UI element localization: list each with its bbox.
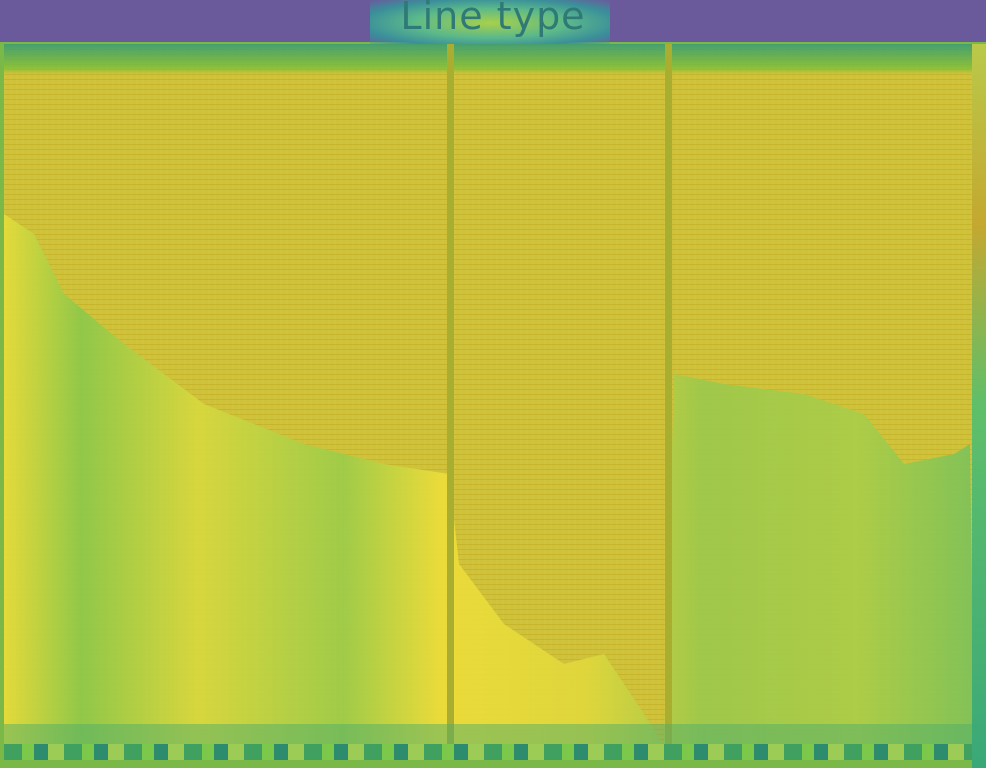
bottom-glow — [4, 724, 974, 746]
header-band — [4, 44, 974, 74]
scrollbar — [972, 44, 986, 768]
status-strip — [4, 744, 974, 760]
title: Line type — [400, 0, 586, 38]
lower-region — [4, 214, 974, 746]
title-glow — [370, 0, 610, 46]
divider — [447, 44, 454, 746]
heat-overlay — [4, 44, 974, 746]
divider — [665, 44, 672, 746]
